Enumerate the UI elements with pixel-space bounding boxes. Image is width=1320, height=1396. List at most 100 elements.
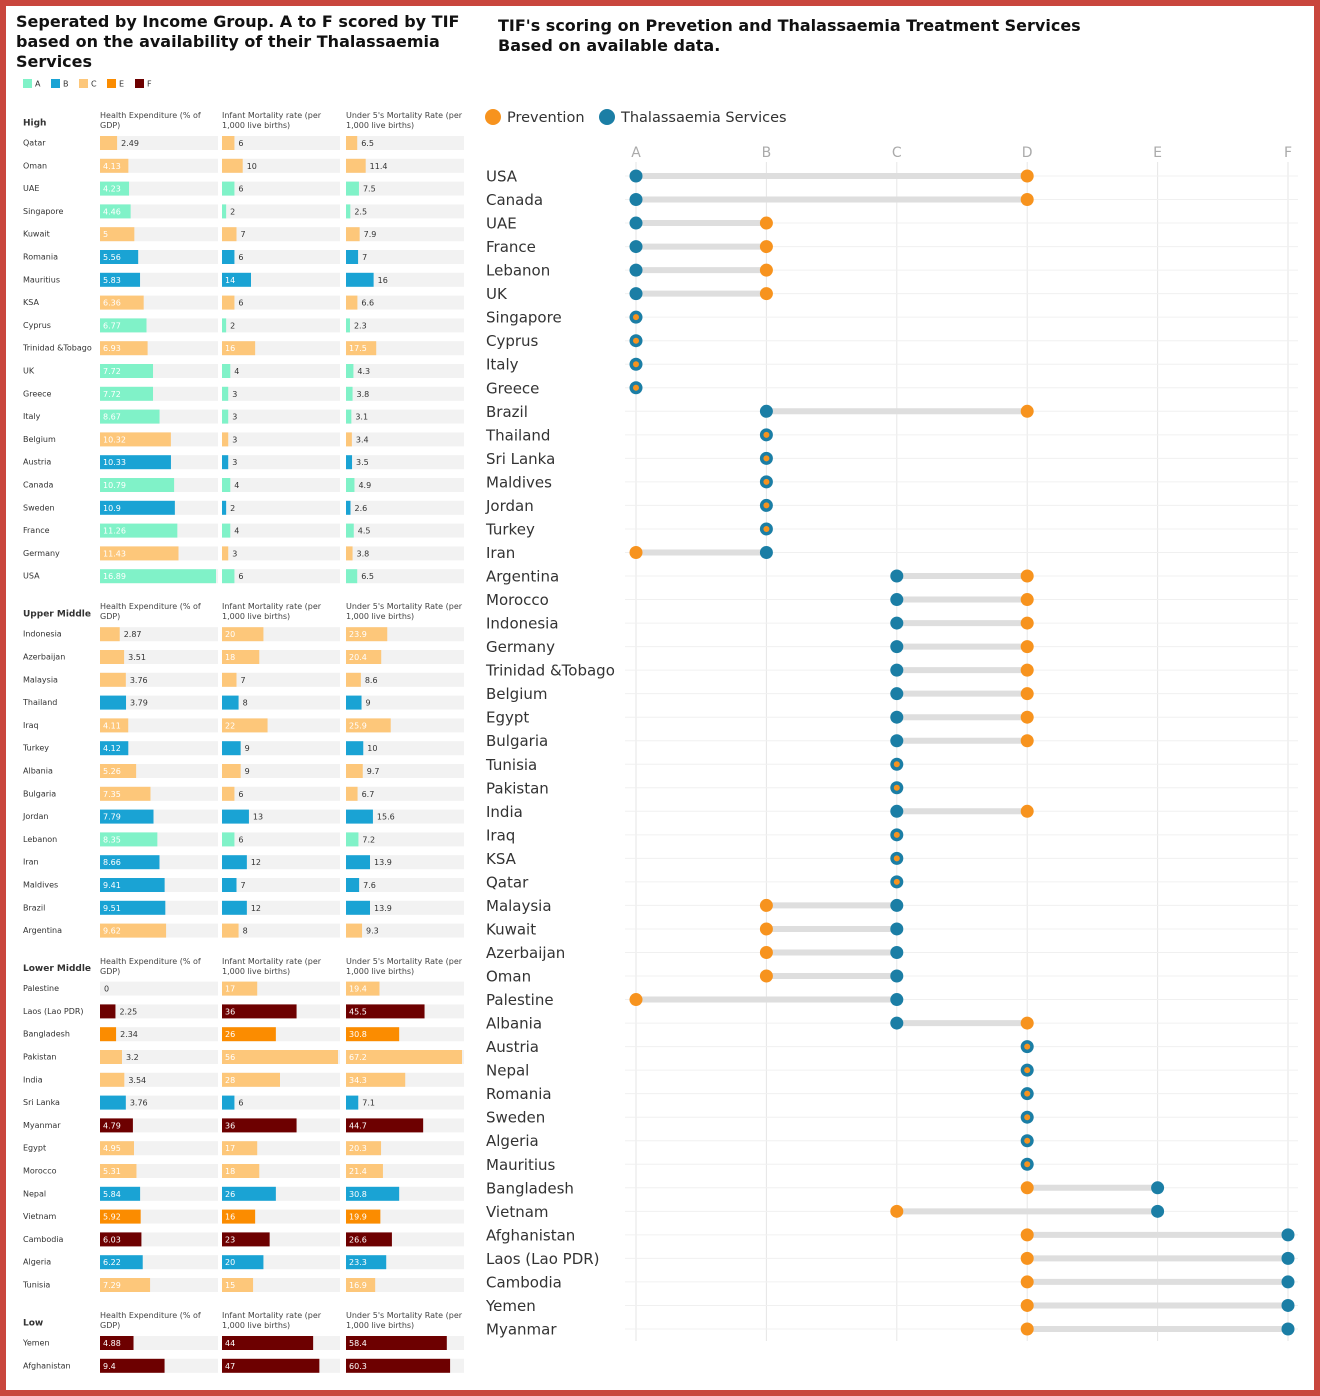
bar xyxy=(222,136,235,150)
bar xyxy=(222,478,231,492)
cell-background xyxy=(222,741,340,756)
bar xyxy=(222,523,231,538)
dot xyxy=(1020,1016,1034,1030)
dot xyxy=(890,593,904,607)
country-label: Thailand xyxy=(22,698,57,707)
country-label: Iraq xyxy=(486,826,515,844)
cell-background xyxy=(346,478,464,492)
value-label: 4.23 xyxy=(103,185,121,194)
bar xyxy=(346,432,352,447)
bar xyxy=(222,1209,256,1224)
value-label: 4.12 xyxy=(103,744,121,753)
bar xyxy=(346,1050,462,1064)
dot xyxy=(759,287,773,301)
dot xyxy=(633,361,639,368)
bar xyxy=(346,364,354,378)
country-label: Lebanon xyxy=(486,262,550,280)
dot xyxy=(890,898,904,912)
country-label: Malaysia xyxy=(486,897,552,915)
cell-background xyxy=(100,1072,218,1087)
country-label: Turkey xyxy=(22,744,49,753)
dot xyxy=(893,831,900,838)
bar xyxy=(346,1232,392,1247)
value-label: 3.51 xyxy=(128,653,146,662)
value-label: 3.5 xyxy=(356,458,369,467)
country-label: Austria xyxy=(23,458,51,467)
dot xyxy=(1020,193,1034,207)
bar xyxy=(222,1358,320,1373)
cell-background xyxy=(346,878,464,892)
country-label: Bangladesh xyxy=(486,1179,574,1197)
country-label: Vietnam xyxy=(486,1203,549,1221)
cell-background xyxy=(222,1095,340,1110)
bar xyxy=(346,341,377,356)
value-label: 9.62 xyxy=(103,927,121,936)
bar xyxy=(100,878,165,892)
value-label: 4.46 xyxy=(103,207,121,216)
value-label: 2.3 xyxy=(354,321,367,330)
dot xyxy=(1020,1275,1034,1289)
dot xyxy=(759,945,773,959)
bar xyxy=(100,569,216,584)
column-header: Under 5's Mortality Rate (per 1,000 live… xyxy=(346,956,463,976)
country-label: Greece xyxy=(23,389,52,398)
value-label: 6.6 xyxy=(361,299,374,308)
column-header: Under 5's Mortality Rate (per 1,000 live… xyxy=(346,1311,463,1330)
value-label: 45.5 xyxy=(349,1007,367,1016)
bar xyxy=(222,878,237,892)
bar xyxy=(100,786,151,801)
cell-background xyxy=(346,364,464,378)
value-label: 3.76 xyxy=(130,676,148,685)
bar xyxy=(222,250,235,264)
bar xyxy=(346,1255,387,1270)
value-label: 10 xyxy=(367,744,377,753)
cell-background xyxy=(346,500,464,515)
column-header: Infant Mortality rate (per 1,000 live bi… xyxy=(222,111,322,130)
cell-background xyxy=(222,386,340,401)
value-label: 7 xyxy=(241,676,246,685)
cell-background xyxy=(346,546,464,561)
value-label: 5.83 xyxy=(103,276,121,285)
legend-marker xyxy=(599,109,615,125)
country-label: Jordan xyxy=(22,812,48,821)
bar xyxy=(100,500,175,515)
dot xyxy=(890,687,904,701)
bar xyxy=(222,318,227,333)
country-label: Iran xyxy=(486,544,515,562)
bar xyxy=(222,295,235,310)
value-label: 9.4 xyxy=(103,1362,116,1371)
country-label: Algeria xyxy=(486,1132,539,1150)
country-label: Trinidad &Tobago xyxy=(485,662,615,680)
bar xyxy=(346,272,374,287)
country-label: Azerbaijan xyxy=(486,944,565,962)
value-label: 5 xyxy=(103,230,108,239)
dot xyxy=(893,855,900,862)
bar xyxy=(346,478,355,492)
country-label: Brazil xyxy=(486,403,528,421)
country-label: Cambodia xyxy=(486,1273,562,1291)
value-label: 0 xyxy=(104,985,109,994)
country-label: KSA xyxy=(23,298,39,307)
cell-background xyxy=(222,786,340,801)
value-label: 7.2 xyxy=(362,835,375,844)
country-label: Afghanistan xyxy=(486,1226,575,1244)
cell-background xyxy=(346,227,464,242)
bar xyxy=(222,1027,276,1042)
cell-background xyxy=(346,569,464,584)
cell-background xyxy=(222,455,340,470)
dot xyxy=(1020,640,1034,654)
bar xyxy=(346,295,358,310)
value-label: 19.9 xyxy=(349,1213,367,1222)
bar xyxy=(100,272,141,287)
bar xyxy=(222,432,229,447)
cell-background xyxy=(222,158,340,173)
value-label: 4 xyxy=(234,527,239,536)
cell-background xyxy=(222,432,340,447)
country-label: Nepal xyxy=(486,1062,529,1080)
value-label: 26.6 xyxy=(349,1235,367,1244)
bar xyxy=(346,1027,400,1042)
country-label: Sweden xyxy=(486,1109,545,1127)
dot xyxy=(759,263,773,277)
value-label: 3.8 xyxy=(357,549,370,558)
